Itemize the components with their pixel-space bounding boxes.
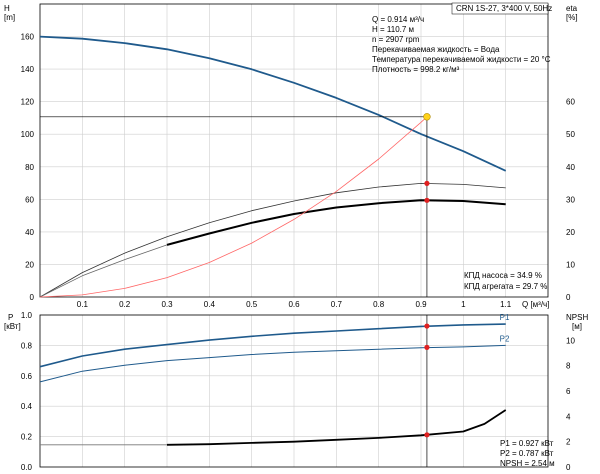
y-right-tick-label: 60 (566, 98, 575, 107)
y-left-tick-label: 160 (21, 33, 35, 42)
duty-point-marker (423, 113, 431, 121)
x-tick-label: 0.8 (373, 300, 385, 309)
x-axis-label: Q [м³/ч] (522, 300, 549, 309)
y-left-tick-label: 80 (25, 163, 34, 172)
top-left-axis-unit: [m] (4, 13, 15, 22)
series-line-NPSH (166, 409, 507, 446)
eff-pump-label: КПД насоса = 34.9 % (464, 271, 542, 280)
info-temp: Температура перекачиваемой жидкости = 20… (372, 55, 551, 64)
bottom-plot-grid (40, 314, 548, 467)
info-h: H = 110.7 м (372, 25, 414, 34)
y-right-tick-label: 50 (566, 130, 575, 139)
chart-title: CRN 1S-27, 3*400 V, 50Hz (456, 4, 552, 13)
y-left-tick-label: 0 (30, 293, 35, 302)
y-left-tick-label: 0.6 (21, 372, 33, 381)
p2-value: P2 = 0.787 кВт (500, 449, 554, 458)
y-left-tick-label: 0.8 (21, 341, 33, 350)
y-right-tick-label: 2 (566, 438, 571, 447)
y-left-tick-label: 100 (21, 130, 35, 139)
x-tick-label: 0.2 (119, 300, 131, 309)
y-left-tick-label: 40 (25, 228, 34, 237)
top-right-axis-label: eta (566, 4, 578, 13)
y-left-tick-label: 0.4 (21, 402, 33, 411)
x-tick-label: 0.5 (246, 300, 258, 309)
top-plot-grid (40, 4, 548, 297)
operating-point-marker (424, 197, 430, 203)
y-right-tick-label: 10 (566, 260, 575, 269)
eff-unit-label: КПД агрегата = 29.7 % (464, 282, 547, 291)
top-right-axis-unit: [%] (566, 13, 578, 22)
operating-point-marker (424, 323, 430, 329)
series-label-P2: P2 (500, 334, 510, 343)
y-left-tick-label: 20 (25, 260, 34, 269)
x-tick-label: 0.9 (415, 300, 427, 309)
npsh-value: NPSH = 2.54 м (500, 459, 555, 468)
series-line-H (39, 35, 507, 172)
series-label-P1: P1 (500, 313, 510, 322)
markers (40, 113, 431, 467)
operating-point-marker (424, 344, 430, 350)
p1-value: P1 = 0.927 кВт (500, 439, 554, 448)
operating-point-marker (424, 432, 430, 438)
y-right-tick-label: 6 (566, 387, 571, 396)
top-left-axis-label: H (4, 4, 10, 13)
y-left-tick-label: 0.2 (21, 433, 33, 442)
info-n: n = 2907 rpm (372, 35, 420, 44)
y-right-tick-label: 20 (566, 228, 575, 237)
bottom-right-axis-unit: [м] (572, 322, 582, 331)
info-liquid: Перекачиваемая жидкость = Вода (372, 45, 500, 54)
x-tick-label: 0.1 (77, 300, 89, 309)
info-density: Плотность = 998.2 кг/м³ (372, 65, 460, 74)
x-tick-label: 0.3 (161, 300, 173, 309)
y-left-tick-label: 0.0 (21, 463, 33, 472)
y-right-tick-label: 8 (566, 362, 571, 371)
x-tick-label: 0.4 (204, 300, 216, 309)
series-line-eta_thin_low (39, 244, 168, 298)
bottom-left-axis-unit: [кВт] (4, 322, 21, 331)
bottom-curves: P1 P2 (39, 313, 510, 446)
y-left-tick-label: 140 (21, 65, 35, 74)
top-plot-frame (39, 3, 549, 298)
y-right-tick-label: 30 (566, 195, 575, 204)
y-left-tick-label: 120 (21, 98, 35, 107)
series-line-system_curve (39, 116, 428, 298)
y-left-tick-label: 1.0 (21, 311, 33, 320)
series-line-eta_unit (166, 199, 506, 246)
y-left-tick-label: 60 (25, 195, 34, 204)
x-tick-label: 1 (461, 300, 466, 309)
bottom-plot-frame (39, 314, 549, 468)
x-tick-label: 0.6 (288, 300, 300, 309)
y-right-tick-label: 0 (566, 293, 571, 302)
y-right-tick-label: 4 (566, 412, 571, 421)
info-q: Q = 0.914 м³/ч (372, 15, 424, 24)
bottom-left-axis-label: P (8, 313, 13, 322)
y-right-tick-label: 40 (566, 163, 575, 172)
y-right-tick-label: 10 (566, 336, 575, 345)
x-tick-label: 0.7 (331, 300, 343, 309)
operating-point-marker (424, 180, 430, 186)
x-tick-label: 1.1 (500, 300, 512, 309)
tick-labels: 0.1 0.2 0.3 0.4 0.5 0.6 0.7 0.8 0.9 1 1.1020406080… (21, 33, 576, 472)
bottom-right-axis-label: NPSH (566, 313, 588, 322)
title-box (451, 2, 549, 15)
y-right-tick-label: 0 (566, 463, 571, 472)
